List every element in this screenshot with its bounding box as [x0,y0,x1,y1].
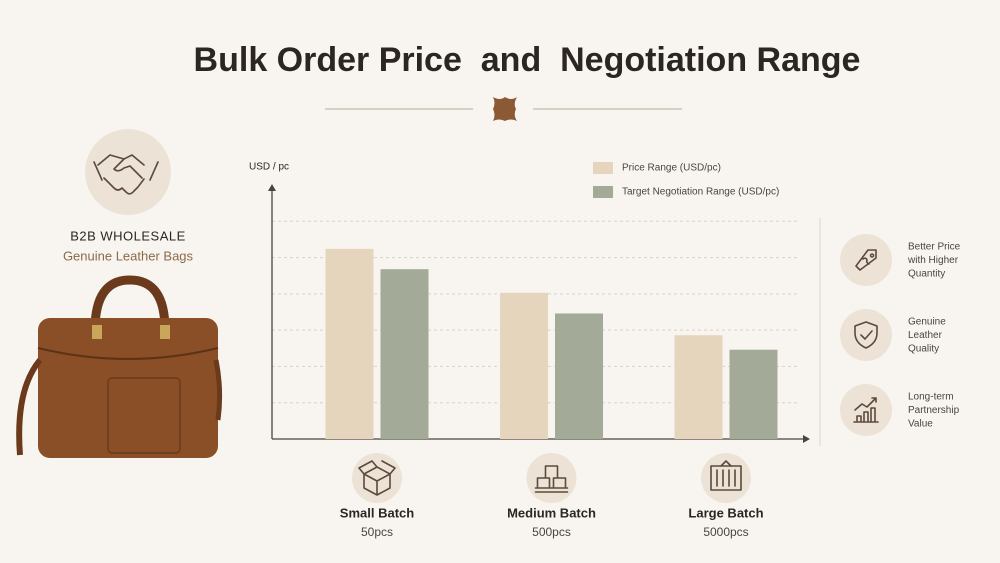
feature-text: Better Price [908,242,961,253]
bar [555,313,603,439]
feature-text: Genuine [908,317,946,328]
feature-icon-circle [840,309,892,361]
x-tick-label: Small Batch [340,505,414,520]
feature-icon [855,249,877,271]
bar [500,292,548,439]
feature-text: Value [908,419,933,430]
legend-label: Target Negotiation Range (USD/pc) [622,187,779,198]
page-title: Bulk Order Price and Negotiation Range [194,41,861,79]
x-tick-label: Medium Batch [507,505,596,520]
y-axis-label: USD / pc [249,162,289,173]
feature-text: Partnership [908,405,960,416]
category-icon-circle [526,453,577,503]
x-tick-label: Large Batch [688,505,763,520]
feature-icon [853,397,879,423]
handshake-icon [93,154,159,195]
bar [674,335,723,439]
feature-text: Quality [908,344,939,355]
handshake-circle [85,129,171,215]
feature-text: with Higher [907,255,959,266]
bar [380,269,429,439]
legend-swatch [593,186,613,198]
feature-icon-circle [840,384,892,436]
feature-text: Quantity [908,269,945,280]
x-axis-arrow [803,435,810,443]
feature-icon [854,321,878,349]
category-icon [710,460,742,491]
category-icon [534,465,569,493]
feature-text: Leather [908,330,943,341]
legend-swatch [593,162,613,174]
category-quantity: 50pcs [361,525,393,539]
legend-label: Price Range (USD/pc) [622,163,721,174]
feature-icon-circle [840,234,892,286]
category-quantity: 5000pcs [703,525,748,539]
panel-subheading: Genuine Leather Bags [63,248,194,263]
y-axis-arrow [268,184,276,191]
feature-text: Long-term [908,392,954,403]
category-icon [358,460,396,496]
bar [325,248,374,439]
bag-illustration [16,275,223,458]
bar [729,349,778,439]
leather-icon [493,97,517,121]
panel-heading: B2B WHOLESALE [70,228,186,243]
category-quantity: 500pcs [532,525,571,539]
